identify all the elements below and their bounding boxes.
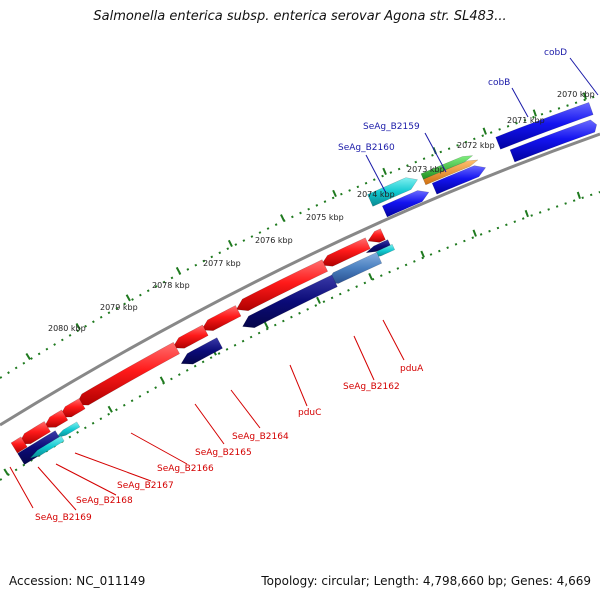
- tick-label-2071: 2071 kbp: [507, 116, 545, 125]
- inner-major-tick: [263, 321, 269, 330]
- inner-major-tick: [316, 296, 321, 304]
- gene-features: [10, 102, 597, 465]
- gene-cobB-arrow[interactable]: [509, 119, 597, 163]
- red-leader-line: [55, 463, 117, 496]
- gene-SeAg_B2169-arrow[interactable]: [17, 430, 63, 465]
- gene-label-SeAg_B2159[interactable]: SeAg_B2159: [363, 122, 420, 132]
- outer-major-tick: [125, 294, 131, 302]
- inner-major-tick: [472, 229, 477, 237]
- inner-major-tick: [107, 405, 113, 413]
- gene-label-SeAg_B2169[interactable]: SeAg_B2169: [35, 513, 92, 523]
- outer-major-tick: [382, 167, 387, 175]
- tick-label-2070: 2070 kbp: [557, 90, 595, 99]
- red-leader-line: [382, 319, 405, 361]
- gene-label-SeAg_B2168[interactable]: SeAg_B2168: [76, 496, 133, 506]
- gene-label-SeAg_B2162[interactable]: SeAg_B2162: [343, 382, 400, 392]
- gene-red-4-arrow[interactable]: [201, 305, 242, 331]
- gene-red-2-arrow[interactable]: [320, 237, 371, 267]
- blue-leader-line: [424, 132, 447, 173]
- tick-label-2075: 2075 kbp: [306, 213, 344, 222]
- gene-SeAg_B2162-arrow[interactable]: [326, 252, 383, 284]
- gene-red-7-arrow[interactable]: [58, 398, 86, 418]
- gene-label-pduA[interactable]: pduA: [400, 364, 424, 374]
- gene-red-5-arrow[interactable]: [172, 324, 209, 349]
- inner-major-tick: [524, 209, 529, 218]
- gene-pduC-arrow[interactable]: [242, 274, 338, 328]
- tick-label-2080: 2080 kbp: [48, 324, 86, 333]
- tick-label-2074: 2074 kbp: [357, 190, 395, 199]
- inner-major-tick: [368, 272, 373, 281]
- outer-major-tick: [582, 92, 587, 100]
- blue-leader-line: [365, 154, 387, 194]
- outer-major-tick: [332, 189, 337, 198]
- outer-major-tick: [227, 239, 233, 247]
- gene-label-SeAg_B2167[interactable]: SeAg_B2167: [117, 481, 174, 491]
- red-leader-line: [194, 403, 225, 445]
- gene-blue-small-arrow[interactable]: [381, 190, 430, 218]
- outer-major-tick: [482, 127, 487, 135]
- gene-label-SeAg_B2165[interactable]: SeAg_B2165: [195, 448, 252, 458]
- gene-label-SeAg_B2166[interactable]: SeAg_B2166: [157, 464, 214, 474]
- gene-label-cobB[interactable]: cobB: [488, 78, 510, 88]
- inner-major-tick: [576, 191, 581, 199]
- red-leader-line: [37, 466, 77, 511]
- gene-red-8-arrow[interactable]: [43, 409, 69, 428]
- outer-tick-track: [0, 94, 600, 379]
- gene-SeAg_B2169b-arrow[interactable]: [29, 435, 65, 459]
- outer-major-tick: [175, 266, 181, 275]
- gene-red-6-arrow[interactable]: [75, 341, 180, 406]
- red-leader-line: [74, 452, 152, 482]
- red-leader-line: [9, 466, 34, 509]
- inner-tick-track: [0, 191, 600, 481]
- outer-major-tick: [25, 352, 31, 360]
- gene-SeAg_B2168-arrow[interactable]: [54, 421, 81, 439]
- tick-label-2076: 2076 kbp: [255, 236, 293, 245]
- red-leader-line: [353, 335, 375, 381]
- gene-label-SeAg_B2164[interactable]: SeAg_B2164: [232, 432, 289, 442]
- gene-red-1-arrow[interactable]: [367, 228, 386, 243]
- genome-backbone: [0, 132, 600, 427]
- tick-label-2073: 2073 kbp: [407, 165, 445, 174]
- outer-major-tick: [75, 322, 81, 331]
- gene-label-cobD[interactable]: cobD: [544, 48, 567, 58]
- outer-major-tick: [532, 109, 537, 117]
- gene-label-pduC[interactable]: pduC: [298, 408, 321, 418]
- inner-major-tick: [159, 376, 165, 384]
- outer-major-tick: [280, 214, 285, 222]
- gene-red-3-arrow[interactable]: [235, 259, 329, 311]
- blue-leader-line: [511, 87, 529, 118]
- gene-red-9-arrow[interactable]: [18, 421, 51, 445]
- tick-label-2079: 2079 kbp: [100, 303, 138, 312]
- tick-label-2077: 2077 kbp: [203, 259, 241, 268]
- label-leaders: [9, 57, 599, 511]
- footer-stats: Topology: circular; Length: 4,798,660 bp…: [261, 574, 591, 588]
- blue-leader-line: [569, 57, 599, 96]
- footer-accession: Accession: NC_011149: [9, 574, 146, 588]
- red-leader-line: [230, 389, 261, 429]
- red-leader-line: [130, 432, 188, 465]
- inner-major-tick: [420, 250, 425, 258]
- tick-label-2072: 2072 kbp: [457, 141, 495, 150]
- red-leader-line: [289, 364, 308, 407]
- map-title: Salmonella enterica subsp. enterica sero…: [93, 9, 507, 24]
- inner-major-tick: [3, 468, 9, 476]
- gene-SeAg_B2164-arrow[interactable]: [180, 337, 223, 365]
- gene-pduA2-arrow[interactable]: [365, 239, 391, 254]
- gene-red-10-arrow[interactable]: [10, 436, 28, 454]
- gene-cobD-arrow[interactable]: [495, 102, 594, 150]
- tick-label-2078: 2078 kbp: [152, 281, 190, 290]
- gene-SeAg_B2160-arrow[interactable]: [431, 165, 487, 195]
- gene-label-SeAg_B2160[interactable]: SeAg_B2160: [338, 143, 395, 153]
- gene-SeAg_B2159b-arrow[interactable]: [423, 159, 479, 186]
